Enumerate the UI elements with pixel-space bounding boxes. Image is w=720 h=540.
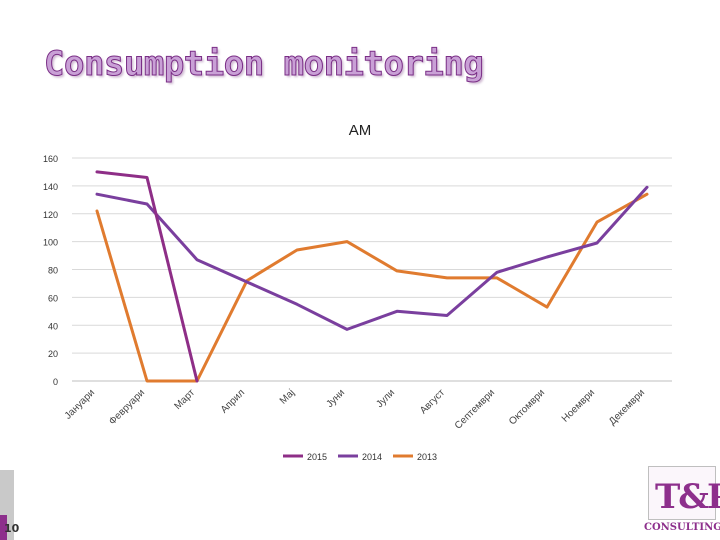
- y-tick-label: 100: [43, 238, 58, 248]
- legend-label-2014: 2014: [362, 452, 382, 462]
- x-tick-label: Август: [418, 387, 447, 416]
- series-line-2014: [95, 185, 649, 331]
- logo-frame: T&P: [648, 466, 720, 520]
- legend-label-2013: 2013: [417, 452, 437, 462]
- y-tick-label: 0: [53, 377, 58, 387]
- x-tick-label: Септември: [453, 387, 497, 431]
- logo-subtitle: CONSULTING: [644, 522, 720, 533]
- y-tick-label: 60: [48, 293, 58, 303]
- line-chart: AM 0 20 40 60 80 100 120 140 160 Јануари Февруари…: [43, 122, 672, 462]
- y-tick-label: 120: [43, 210, 58, 220]
- y-tick-label: 160: [43, 154, 58, 164]
- y-tick-label: 80: [48, 266, 58, 276]
- company-logo: T&P CONSULTING: [644, 462, 720, 540]
- series-line-2015: [95, 170, 199, 383]
- x-tick-label: Март: [172, 387, 197, 412]
- footer-accent-dark: [0, 515, 7, 540]
- y-tick-label: 40: [48, 321, 58, 331]
- x-tick-label: Мај: [278, 387, 297, 406]
- page-number: 10: [4, 522, 20, 535]
- x-tick-label: Април: [219, 387, 247, 415]
- x-tick-label: Јануари: [63, 387, 97, 421]
- x-tick-label: Октомври: [507, 387, 547, 427]
- x-tick-label: Февруари: [107, 387, 147, 427]
- x-tick-label: Декември: [607, 387, 647, 427]
- chart-title: AM: [349, 122, 372, 139]
- y-tick-label: 20: [48, 349, 58, 359]
- logo-letters: T&P: [655, 477, 720, 517]
- x-tick-label: Јуни: [324, 387, 347, 410]
- x-tick-label: Ноември: [560, 387, 597, 424]
- y-tick-label: 140: [43, 182, 58, 192]
- legend-label-2015: 2015: [307, 452, 327, 462]
- x-tick-label: Јули: [374, 387, 397, 410]
- series-line-2013: [95, 192, 649, 383]
- slide-title: Consumption monitoring: [43, 44, 484, 85]
